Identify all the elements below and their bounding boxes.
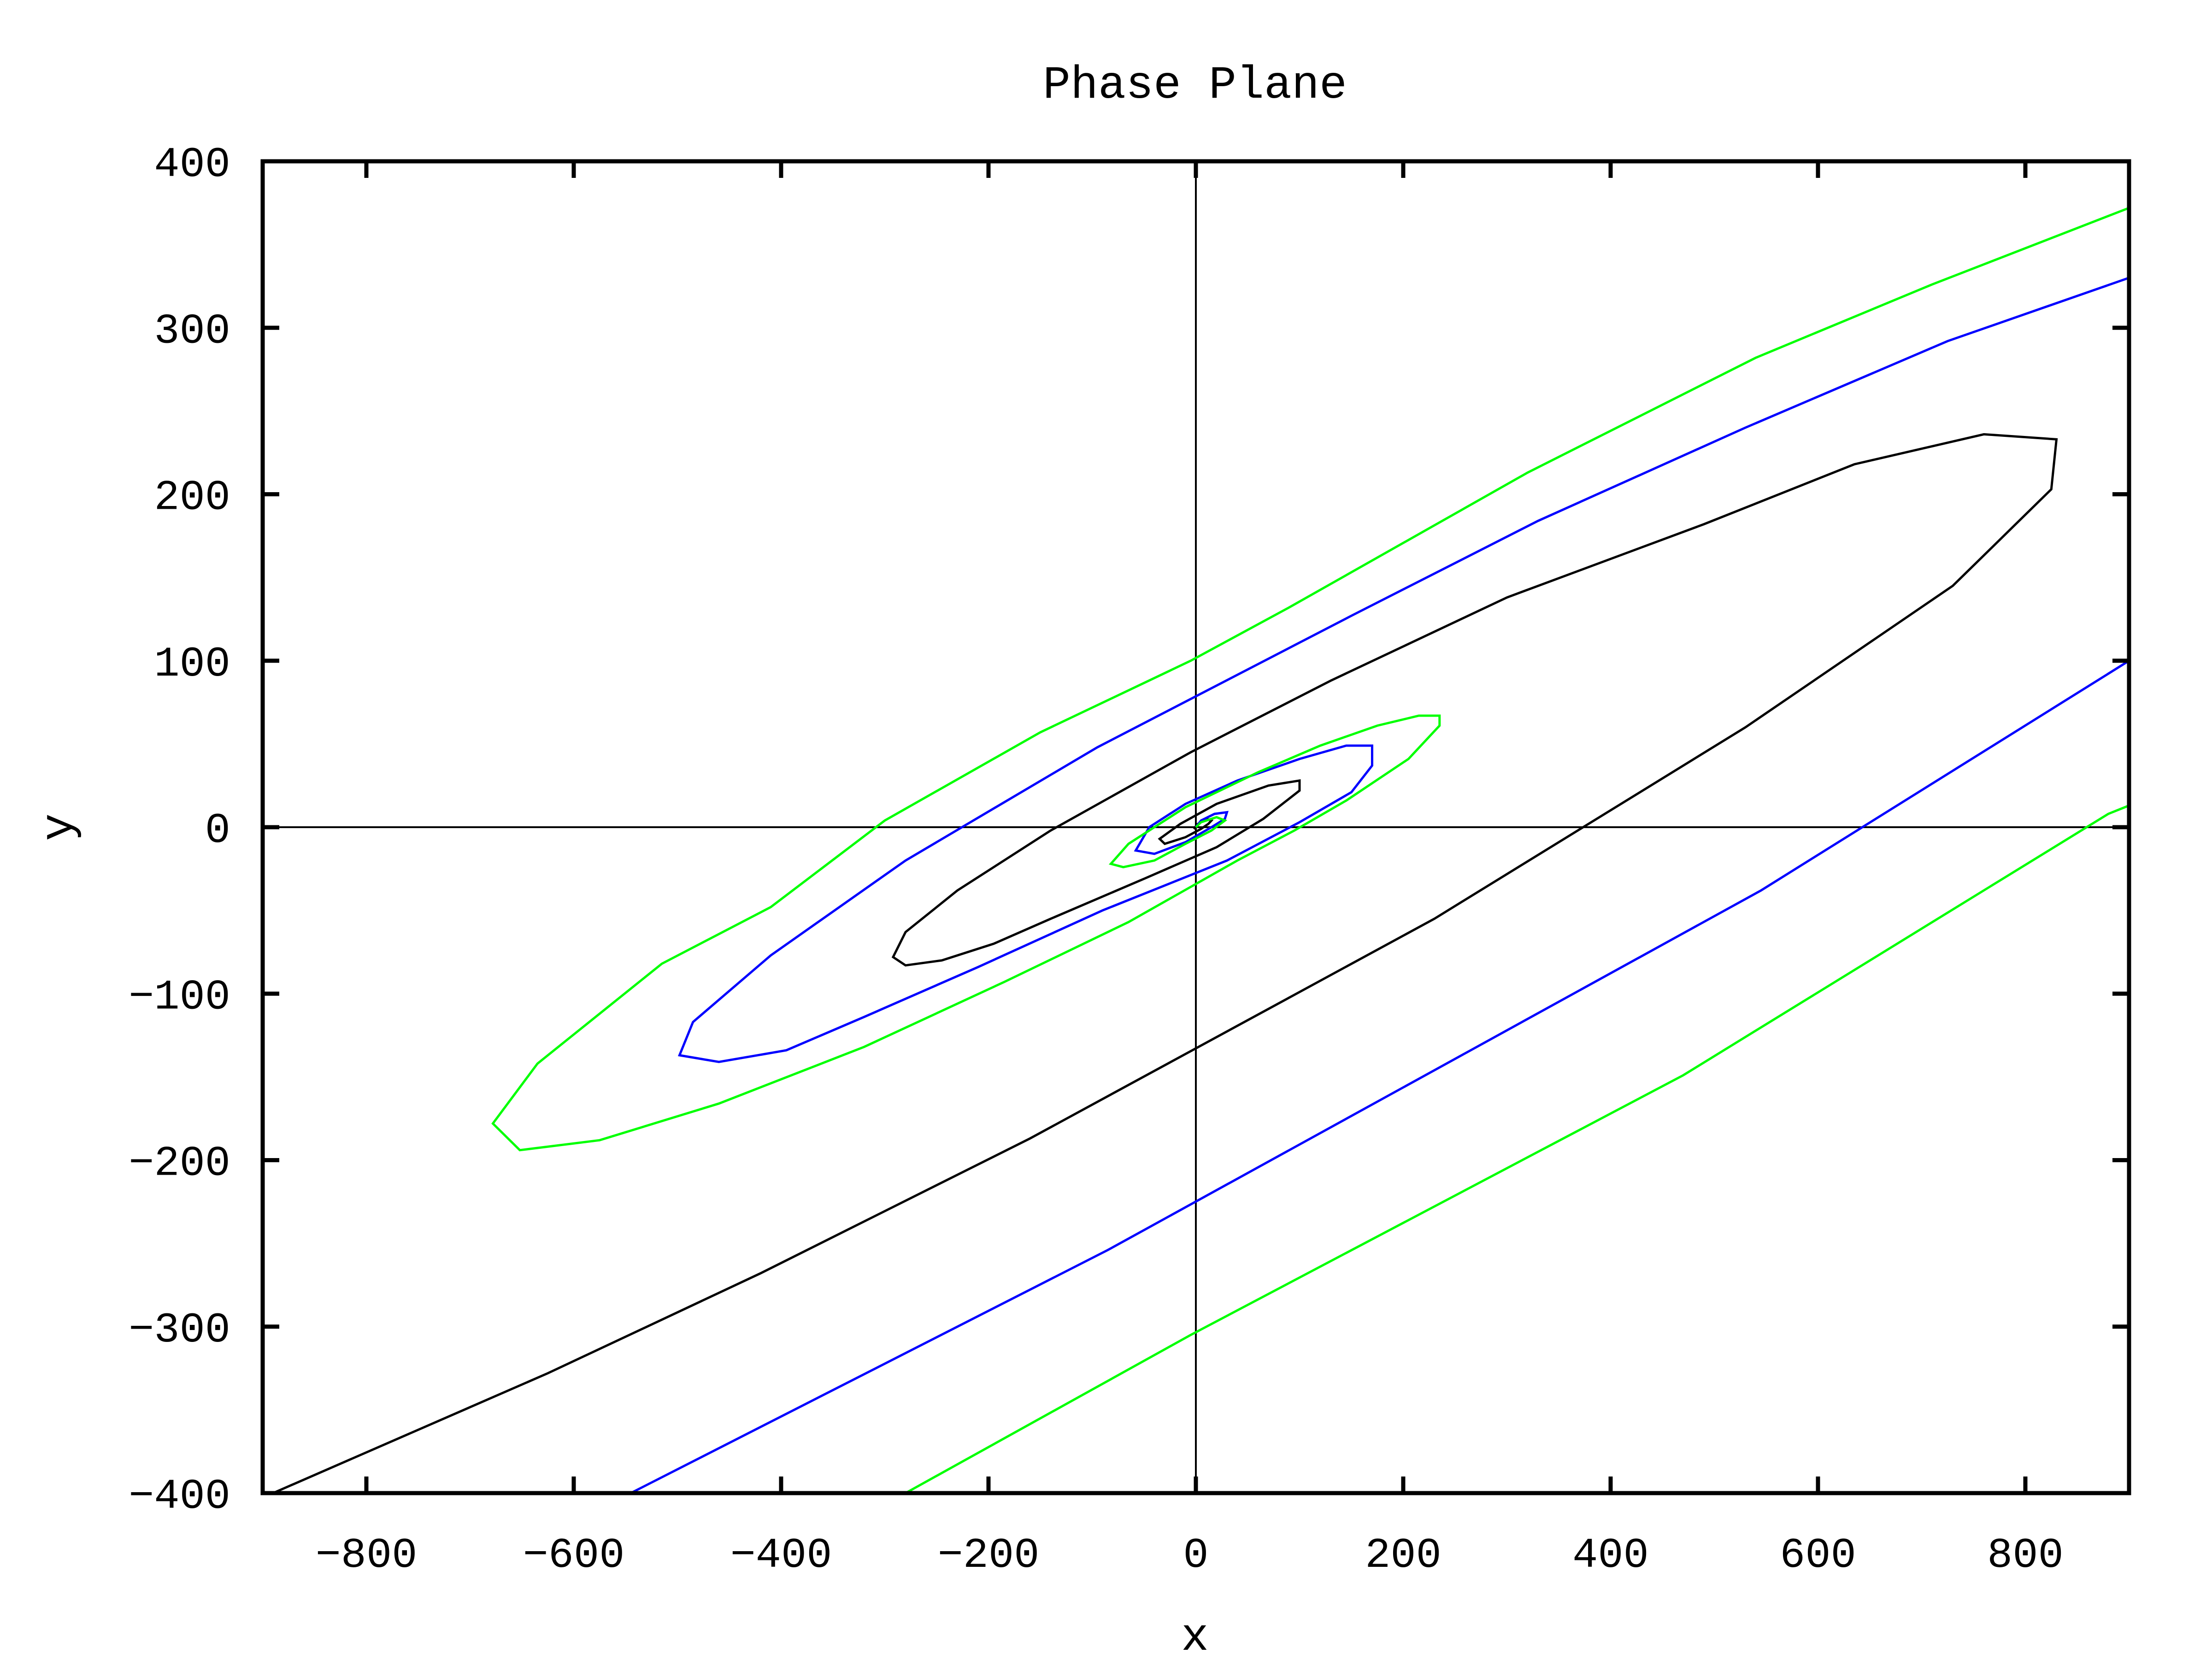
- x-axis-label: x: [1181, 1612, 1209, 1659]
- y-tick-label: 400: [154, 141, 230, 189]
- x-tick-label: 400: [1572, 1531, 1649, 1580]
- x-tick-label: 600: [1780, 1531, 1856, 1580]
- x-tick-label: 800: [1987, 1531, 2064, 1580]
- x-tick-label: −600: [523, 1531, 625, 1580]
- ticks-layer: [263, 159, 2129, 1495]
- series-layer: [272, 206, 2129, 1493]
- series-line-4: [905, 804, 2129, 1493]
- y-axis-label: y: [34, 813, 86, 841]
- series-line-5: [491, 206, 2129, 1152]
- x-tick-label: −200: [938, 1531, 1040, 1580]
- x-tick-label: 0: [1183, 1531, 1208, 1580]
- series-line-3: [678, 276, 2129, 1063]
- plot-frame: [260, 159, 2131, 1495]
- y-tick-label: 200: [154, 474, 230, 522]
- series-line-1: [272, 433, 2058, 1493]
- tick-labels: −800 −600 −400 −200 0 200 400 600 800 −400 −300 −20…: [129, 141, 2064, 1580]
- x-tick-label: 200: [1365, 1531, 1441, 1580]
- chart-title: Phase Plane: [1043, 60, 1347, 112]
- y-tick-label: −400: [129, 1472, 230, 1521]
- series-line-2: [630, 659, 2129, 1493]
- x-tick-label: −400: [730, 1531, 832, 1580]
- y-tick-label: 100: [154, 640, 230, 688]
- y-tick-label: 300: [154, 307, 230, 355]
- y-tick-label: −300: [129, 1306, 230, 1354]
- y-tick-label: −100: [129, 973, 230, 1021]
- x-tick-label: −800: [316, 1531, 418, 1580]
- y-tick-label: 0: [205, 806, 230, 855]
- y-tick-label: −200: [129, 1140, 230, 1188]
